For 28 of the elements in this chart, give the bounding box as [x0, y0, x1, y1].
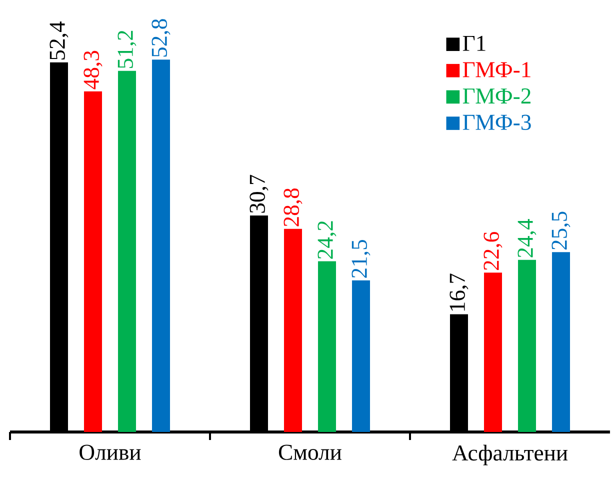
bar	[484, 272, 502, 432]
data-label: 24,2	[318, 221, 336, 259]
legend-label: ГМФ-1	[462, 62, 530, 78]
data-label: 28,8	[284, 188, 302, 226]
bar	[84, 91, 102, 432]
bar	[118, 70, 136, 432]
bar	[352, 280, 370, 432]
legend-label: Г1	[462, 36, 486, 51]
data-label: 52,8	[152, 19, 170, 57]
x-tick-label: Асфальтени	[452, 444, 568, 466]
bar	[152, 60, 170, 432]
data-label: 25,5	[552, 212, 570, 250]
data-label: 24,4	[518, 218, 536, 258]
bar	[552, 252, 570, 432]
data-label: 52,4	[50, 21, 68, 60]
bar	[318, 261, 336, 432]
x-tick-label: Смоли	[278, 444, 342, 460]
data-label: 30,7	[250, 174, 268, 213]
legend-label: ГМФ-3	[462, 114, 531, 130]
bar	[518, 260, 536, 432]
data-label: 22,6	[484, 232, 502, 270]
data-label: 21,5	[352, 240, 370, 278]
data-label: 16,7	[450, 274, 468, 311]
data-label: 51,2	[118, 30, 136, 68]
bar	[284, 228, 302, 432]
legend-label: ГМФ-2	[462, 88, 530, 104]
data-label: 48,3	[84, 50, 102, 90]
x-tick-label: Оливи	[80, 444, 141, 460]
